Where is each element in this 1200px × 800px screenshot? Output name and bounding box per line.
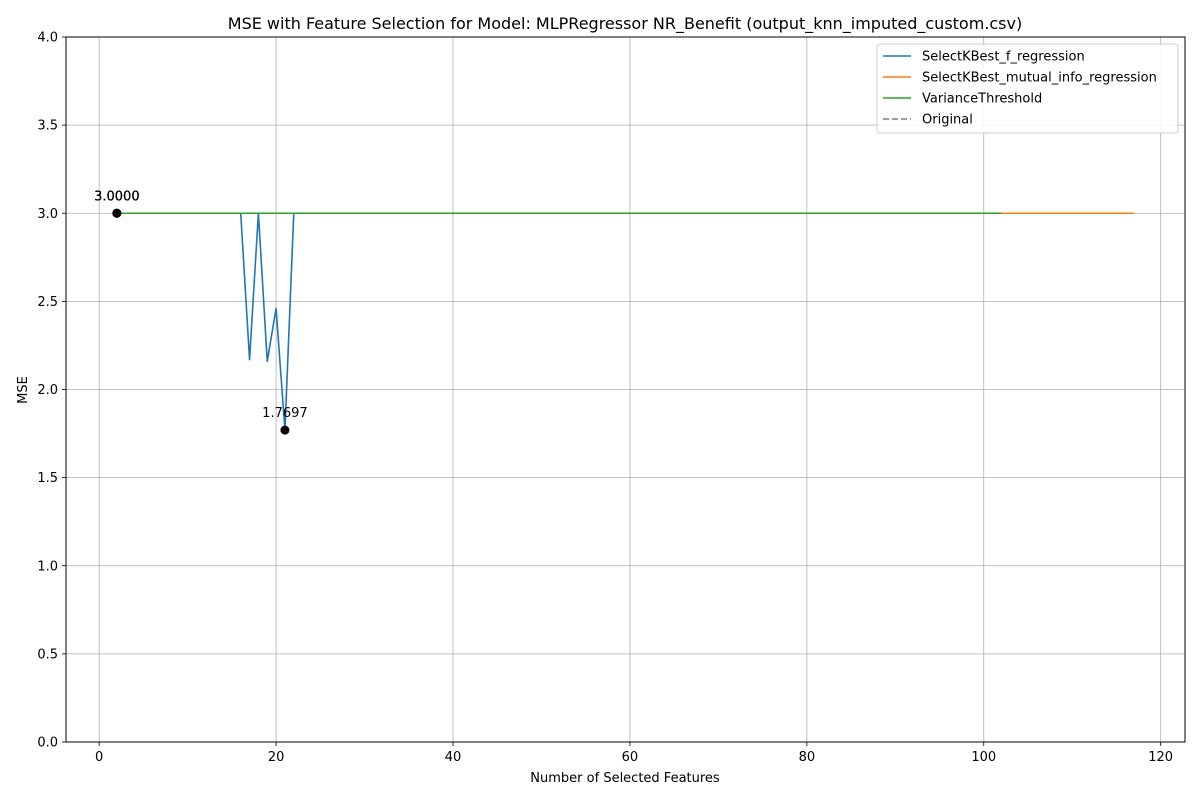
min-point-marker [112,208,122,218]
y-tick-label: 1.5 [37,471,58,486]
y-tick-label: 3.5 [37,119,58,134]
y-axis-label: MSE [16,376,31,404]
x-tick-label: 20 [268,750,285,765]
min-point-label: 3.0000 [94,189,140,204]
y-axis-ticks: 0.0 0.5 1.0 1.5 2.0 2.5 3.0 3.5 4.0 [37,31,66,751]
x-tick-label: 60 [622,750,639,765]
y-tick-label: 2.0 [37,383,58,398]
x-tick-label: 0 [95,750,103,765]
x-axis-label: Number of Selected Features [530,771,720,786]
legend-entry-label: VarianceThreshold [922,92,1042,107]
min-point-marker [280,425,290,435]
y-tick-label: 0.0 [37,736,58,751]
chart-title: MSE with Feature Selection for Model: ML… [228,14,1022,34]
x-tick-label: 120 [1148,750,1173,765]
series-line-SelectKBest_f_regression [116,212,295,431]
x-tick-label: 100 [971,750,996,765]
y-tick-label: 4.0 [37,31,58,46]
legend-entry-label: SelectKBest_mutual_info_regression [922,71,1157,86]
y-tick-label: 2.5 [37,295,58,310]
series-layer [116,212,1135,431]
legend: SelectKBest_f_regression SelectKBest_mutu… [876,43,1179,134]
legend-entry-label: SelectKBest_f_regression [922,50,1085,65]
min-point-label: 1.7697 [262,406,308,421]
legend-entry-label: Original [922,113,973,128]
x-tick-label: 80 [799,750,816,765]
y-tick-label: 0.5 [37,647,58,662]
min-point-label: 3.0000 [94,189,140,204]
min-point-label: 3.0000 [94,189,140,204]
grid [66,36,1185,743]
legend-box [876,43,1179,134]
y-tick-label: 3.0 [37,207,58,222]
y-tick-label: 1.0 [37,559,58,574]
x-axis-ticks: 0 20 40 60 80 100 120 [95,742,1173,765]
x-tick-label: 40 [445,750,462,765]
